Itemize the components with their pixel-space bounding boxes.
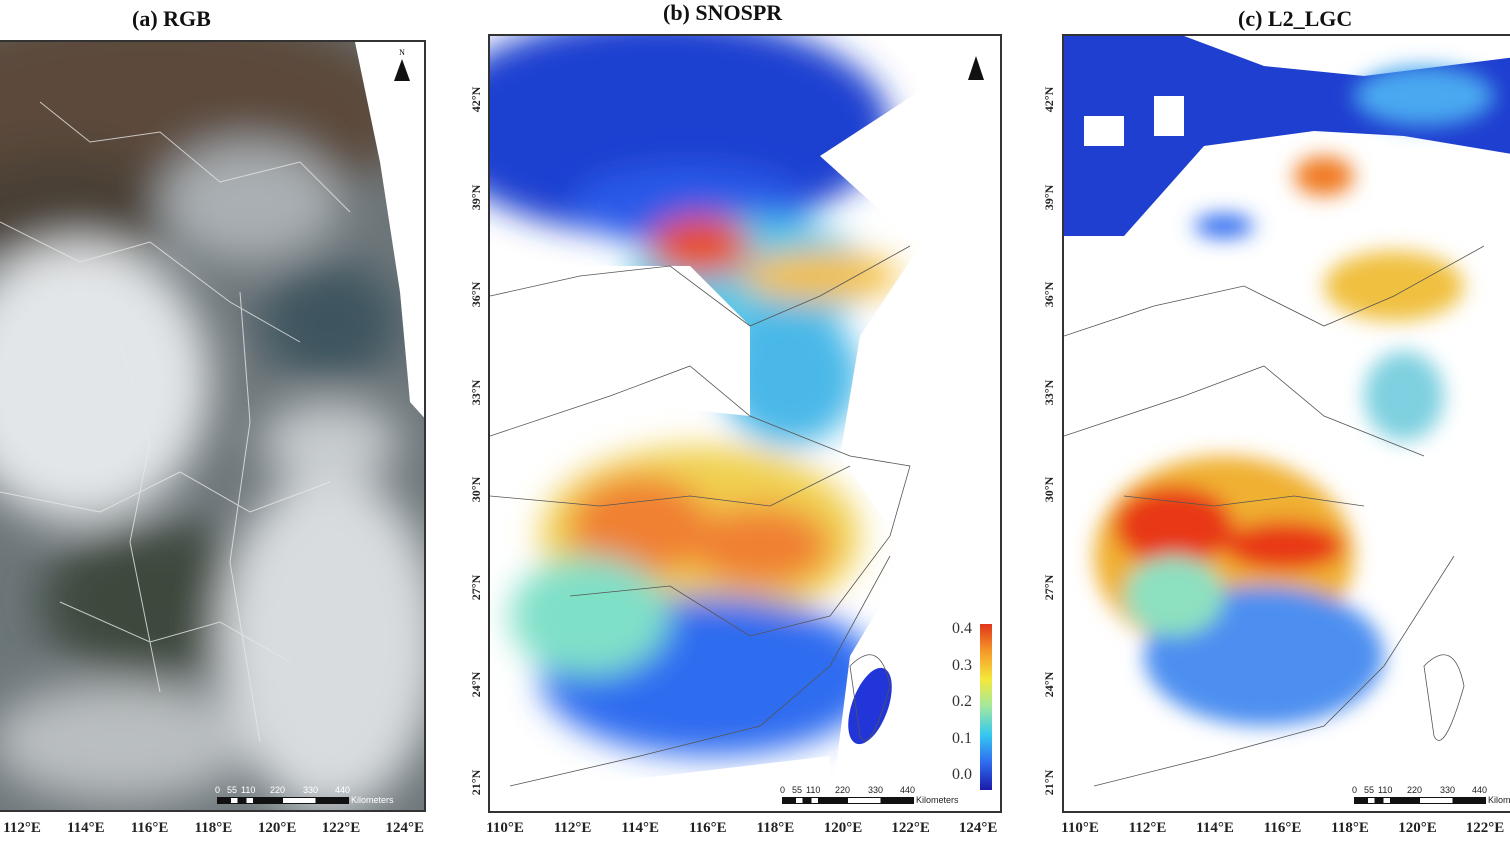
scale-label: 330	[1440, 785, 1456, 795]
lat-tick-label: 21°N	[1042, 769, 1057, 795]
rgb-image	[0, 42, 424, 810]
scale-label: 440	[1472, 785, 1488, 795]
lat-tick-label: 24°N	[1042, 671, 1057, 698]
scale-label: 0	[215, 785, 221, 795]
lat-tick-label: 24°N	[469, 671, 484, 698]
scale-label: 55	[1364, 785, 1375, 795]
scale-label: 220	[1407, 785, 1423, 795]
panel-b-title: (b) SNOSPR	[663, 0, 783, 25]
colorbar-tick-label: 0.1	[952, 729, 972, 747]
lon-tick-label: 118°E	[756, 820, 795, 836]
scale-bar-graphic	[1354, 797, 1486, 804]
lon-tick-label: 116°E	[1263, 820, 1302, 836]
lon-tick-label: 120°E	[1398, 820, 1437, 836]
scale-label: 55	[227, 785, 238, 795]
lat-tick-label: 42°N	[469, 86, 484, 113]
lon-tick-label: 110°E	[1061, 820, 1099, 836]
scale-label: 0	[780, 785, 786, 795]
panel-a-title: (a) RGB	[132, 6, 211, 31]
scale-unit: Kilometers	[1488, 795, 1510, 805]
colorbar-tick-label: 0.2	[952, 693, 972, 710]
lon-tick-label: 110°E	[486, 820, 524, 836]
lon-tick-label: 122°E	[891, 820, 930, 836]
scale-label: 440	[335, 785, 351, 795]
panel-c-title: (c) L2_LGC	[1238, 6, 1353, 31]
scale-label: 220	[835, 785, 851, 795]
lon-tick-label: 118°E	[1331, 820, 1369, 836]
snospr-field	[490, 36, 1000, 811]
lat-tick-label: 33°N	[469, 379, 484, 405]
lon-tick-label: 120°E	[257, 820, 297, 836]
taiwan-field	[848, 667, 892, 745]
scale-label: 330	[303, 785, 319, 795]
lat-tick-label: 27°N	[469, 574, 484, 600]
lon-tick-label: 112°E	[3, 820, 41, 836]
colorbar-tick-label: 0.3	[952, 656, 972, 674]
scale-label: 440	[900, 785, 916, 795]
lon-tick-label: 124°E	[958, 820, 998, 836]
lat-tick-label: 39°N	[1042, 184, 1057, 210]
panel-c-l2lgc-map	[1062, 34, 1510, 813]
lon-tick-label: 114°E	[66, 820, 105, 836]
scale-unit: Kilometers	[351, 795, 394, 805]
lat-tick-label: 27°N	[1042, 574, 1057, 600]
lon-tick-label: 112°E	[553, 820, 592, 836]
north-label: N	[399, 48, 405, 57]
lat-tick-label: 36°N	[469, 281, 484, 308]
lon-tick-label: 114°E	[621, 820, 660, 836]
scale-unit: Kilometers	[916, 795, 959, 805]
lon-tick-label: 116°E	[688, 820, 727, 836]
lon-tick-label: 120°E	[823, 820, 863, 836]
lon-tick-label: 116°E	[130, 820, 169, 836]
lon-tick-label: 122°E	[321, 820, 361, 836]
colorbar	[980, 624, 992, 790]
scale-bar-graphic	[782, 797, 914, 804]
lat-tick-label: 39°N	[469, 184, 484, 210]
north-arrow-icon	[394, 59, 410, 81]
lon-tick-label: 118°E	[194, 820, 233, 836]
north-arrow-icon	[968, 56, 984, 80]
scale-label: 55	[792, 785, 803, 795]
panel-b-snospr-map: 0.4 0.3 0.2 0.1 0.0	[488, 34, 1002, 813]
lon-tick-label: 122°E	[1465, 820, 1505, 836]
north-arrow: N	[392, 48, 412, 83]
scale-label: 110	[1378, 785, 1393, 795]
lat-tick-label: 21°N	[469, 769, 484, 795]
scale-label: 0	[1352, 785, 1358, 795]
scale-bar-graphic	[217, 797, 349, 804]
scale-label: 110	[241, 785, 256, 795]
colorbar-tick-label: 0.4	[952, 620, 972, 637]
scale-label: 220	[270, 785, 286, 795]
lon-tick-label: 124°E	[385, 820, 425, 836]
lat-tick-label: 42°N	[1042, 86, 1057, 113]
lat-tick-label: 36°N	[1042, 281, 1057, 308]
lon-tick-label: 114°E	[1196, 820, 1234, 836]
colorbar-tick-label: 0.0	[952, 766, 972, 783]
scale-label: 330	[868, 785, 884, 795]
scale-label: 110	[806, 785, 821, 795]
lon-tick-label: 112°E	[1128, 820, 1167, 836]
l2lgc-field	[1064, 36, 1510, 787]
lat-tick-label: 30°N	[1042, 476, 1057, 503]
lat-tick-label: 30°N	[469, 476, 484, 503]
lat-tick-label: 33°N	[1042, 379, 1057, 405]
panel-a-rgb-map: N	[0, 40, 426, 812]
